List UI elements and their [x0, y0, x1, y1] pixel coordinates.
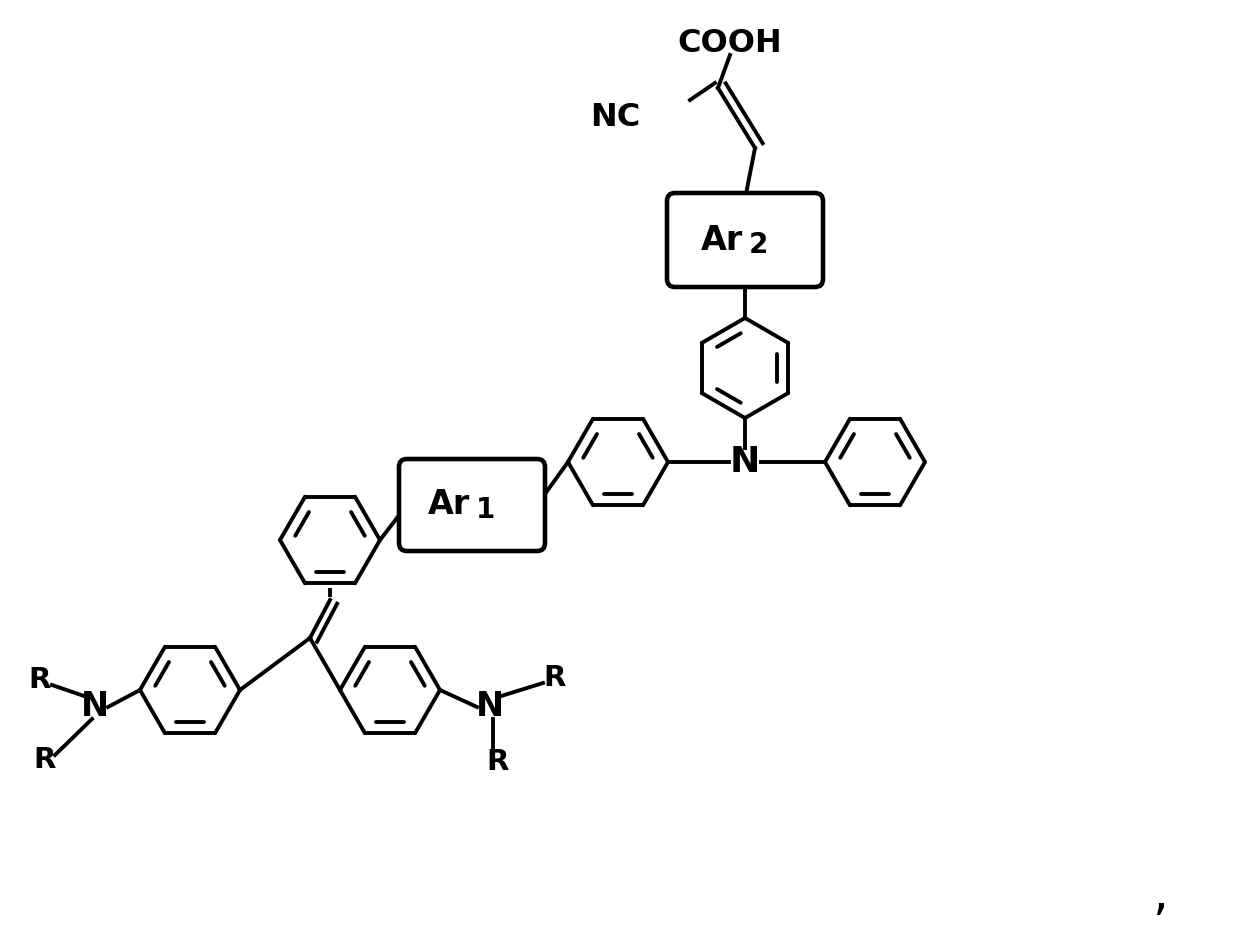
Text: Ar: Ar	[428, 488, 470, 522]
FancyBboxPatch shape	[399, 459, 546, 551]
Text: 2: 2	[749, 231, 769, 259]
Text: COOH: COOH	[677, 28, 782, 59]
Text: N: N	[81, 689, 109, 723]
Text: 1: 1	[476, 496, 495, 524]
Text: R: R	[544, 664, 567, 692]
Text: ,: ,	[1152, 871, 1168, 919]
Text: N: N	[730, 445, 760, 479]
Text: NC: NC	[590, 102, 640, 134]
Text: R: R	[29, 666, 51, 694]
FancyBboxPatch shape	[667, 193, 823, 287]
Text: Ar: Ar	[701, 223, 743, 257]
Text: N: N	[476, 689, 505, 723]
Text: R: R	[487, 748, 510, 776]
Text: R: R	[33, 746, 56, 774]
